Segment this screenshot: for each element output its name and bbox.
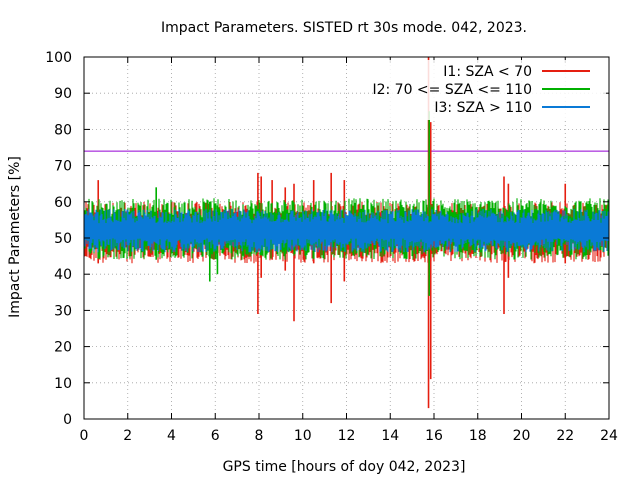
legend-label: I1: SZA < 70: [443, 64, 532, 80]
y-tick-label: 50: [54, 231, 72, 247]
y-tick-label: 100: [45, 50, 72, 66]
series-band: [84, 209, 609, 253]
y-tick-label: 40: [54, 267, 72, 283]
axes: 0 2 4 6 8 10 12 14 16 18 20 22 240102030405060708090…: [45, 50, 618, 444]
x-tick-label: 16: [425, 428, 443, 444]
y-tick-label: 30: [54, 303, 72, 319]
chart-title: Impact Parameters. SISTED rt 30s mode. 0…: [161, 20, 527, 36]
x-tick-label: 10: [294, 428, 312, 444]
legend-label: I3: SZA > 110: [434, 100, 532, 116]
y-tick-label: 10: [54, 376, 72, 392]
x-axis-label: GPS time [hours of doy 042, 2023]: [223, 459, 466, 475]
legend: I1: SZA < 70 I2: 70 <= SZA <= 110 I3: SZA …: [372, 60, 606, 120]
legend-label: I2: 70 <= SZA <= 110: [372, 82, 532, 98]
x-tick-label: 4: [167, 428, 176, 444]
y-tick-label: 0: [63, 412, 72, 428]
y-tick-label: 20: [54, 340, 72, 356]
x-tick-label: 14: [381, 428, 399, 444]
series-2: [84, 111, 609, 296]
y-axis-label: Impact Parameters [%]: [7, 156, 23, 318]
series-3: [84, 209, 609, 253]
x-tick-label: 8: [255, 428, 264, 444]
y-tick-label: 70: [54, 159, 72, 175]
x-tick-label: 6: [211, 428, 220, 444]
plot-frame: [83, 56, 610, 420]
x-tick-label: 24: [600, 428, 618, 444]
y-tick-label: 90: [54, 86, 72, 102]
x-tick-label: 20: [513, 428, 531, 444]
x-tick-label: 12: [338, 428, 356, 444]
x-tick-label: 0: [80, 428, 89, 444]
x-tick-label: 2: [123, 428, 132, 444]
y-tick-label: 80: [54, 122, 72, 138]
x-tick-label: 22: [556, 428, 574, 444]
x-tick-label: 18: [469, 428, 487, 444]
y-tick-label: 60: [54, 195, 72, 211]
series-layer: [84, 57, 609, 409]
